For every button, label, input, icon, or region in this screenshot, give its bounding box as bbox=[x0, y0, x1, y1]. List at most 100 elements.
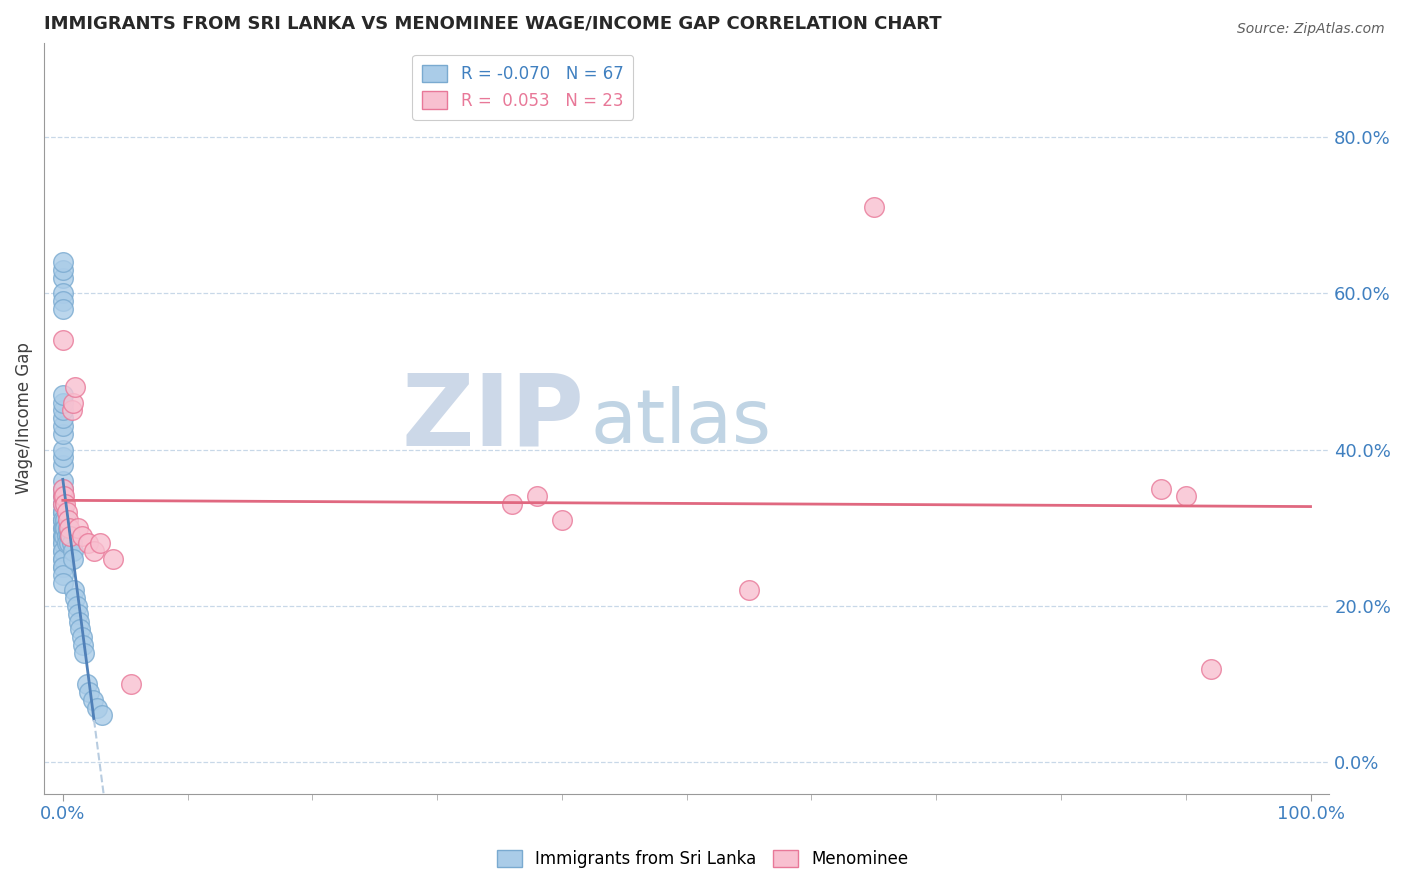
Point bbox=[55, 528, 77, 542]
Point bbox=[89, 536, 111, 550]
Point bbox=[53, 528, 76, 542]
Point bbox=[53, 513, 76, 527]
Point bbox=[63, 583, 86, 598]
Point bbox=[52, 388, 75, 402]
Point bbox=[62, 552, 84, 566]
Point bbox=[52, 497, 75, 511]
Point bbox=[62, 395, 84, 409]
Point bbox=[90, 708, 112, 723]
Point bbox=[52, 567, 75, 582]
Point bbox=[1199, 661, 1222, 675]
Point bbox=[58, 528, 80, 542]
Point bbox=[69, 623, 91, 637]
Point bbox=[52, 513, 75, 527]
Point bbox=[70, 630, 93, 644]
Point bbox=[52, 411, 75, 425]
Point bbox=[52, 255, 75, 269]
Legend: Immigrants from Sri Lanka, Menominee: Immigrants from Sri Lanka, Menominee bbox=[491, 843, 915, 875]
Point bbox=[56, 513, 79, 527]
Y-axis label: Wage/Income Gap: Wage/Income Gap bbox=[15, 343, 32, 494]
Point bbox=[52, 262, 75, 277]
Point bbox=[52, 528, 75, 542]
Point bbox=[65, 591, 87, 606]
Point bbox=[53, 497, 76, 511]
Point bbox=[52, 426, 75, 441]
Point bbox=[67, 615, 90, 629]
Point bbox=[65, 599, 87, 613]
Point bbox=[56, 521, 79, 535]
Point bbox=[52, 482, 75, 496]
Point bbox=[53, 521, 76, 535]
Point bbox=[52, 536, 75, 550]
Point bbox=[52, 513, 75, 527]
Point bbox=[526, 490, 548, 504]
Text: Source: ZipAtlas.com: Source: ZipAtlas.com bbox=[1237, 22, 1385, 37]
Point bbox=[551, 513, 574, 527]
Point bbox=[52, 293, 75, 308]
Point bbox=[76, 536, 98, 550]
Point bbox=[101, 552, 124, 566]
Point bbox=[77, 685, 100, 699]
Point bbox=[70, 528, 93, 542]
Point bbox=[52, 474, 75, 488]
Point bbox=[52, 490, 75, 504]
Point bbox=[52, 270, 75, 285]
Point bbox=[52, 528, 75, 542]
Point bbox=[52, 333, 75, 347]
Legend: R = -0.070   N = 67, R =  0.053   N = 23: R = -0.070 N = 67, R = 0.053 N = 23 bbox=[412, 55, 633, 120]
Point bbox=[52, 521, 75, 535]
Point bbox=[52, 395, 75, 409]
Point bbox=[55, 536, 77, 550]
Point bbox=[52, 450, 75, 465]
Point bbox=[52, 536, 75, 550]
Point bbox=[501, 497, 523, 511]
Point bbox=[1150, 482, 1173, 496]
Point bbox=[55, 505, 77, 519]
Point bbox=[52, 552, 75, 566]
Point bbox=[52, 442, 75, 457]
Point bbox=[60, 536, 83, 550]
Point bbox=[52, 560, 75, 574]
Point bbox=[72, 638, 94, 652]
Point bbox=[66, 521, 89, 535]
Point bbox=[53, 521, 76, 535]
Point bbox=[62, 544, 84, 558]
Point bbox=[120, 677, 142, 691]
Point bbox=[52, 497, 75, 511]
Text: IMMIGRANTS FROM SRI LANKA VS MENOMINEE WAGE/INCOME GAP CORRELATION CHART: IMMIGRANTS FROM SRI LANKA VS MENOMINEE W… bbox=[44, 15, 942, 33]
Point bbox=[52, 505, 75, 519]
Point bbox=[52, 544, 75, 558]
Point bbox=[52, 513, 75, 527]
Point bbox=[65, 380, 87, 394]
Point bbox=[58, 536, 80, 550]
Point bbox=[52, 419, 75, 434]
Point bbox=[58, 521, 80, 535]
Point bbox=[73, 646, 96, 660]
Point bbox=[52, 301, 75, 316]
Point bbox=[52, 505, 75, 519]
Text: ZIP: ZIP bbox=[401, 370, 583, 467]
Point bbox=[52, 403, 75, 417]
Point bbox=[59, 528, 82, 542]
Point bbox=[52, 552, 75, 566]
Point bbox=[52, 458, 75, 473]
Point bbox=[52, 560, 75, 574]
Point bbox=[76, 677, 98, 691]
Point bbox=[52, 286, 75, 301]
Point bbox=[86, 700, 108, 714]
Point bbox=[83, 544, 105, 558]
Point bbox=[52, 505, 75, 519]
Point bbox=[738, 583, 761, 598]
Point bbox=[863, 200, 886, 214]
Point bbox=[53, 490, 76, 504]
Point bbox=[1174, 490, 1197, 504]
Point bbox=[66, 607, 89, 621]
Point bbox=[52, 521, 75, 535]
Point bbox=[60, 403, 83, 417]
Point bbox=[59, 528, 82, 542]
Text: atlas: atlas bbox=[591, 385, 772, 458]
Point bbox=[82, 693, 104, 707]
Point bbox=[52, 575, 75, 590]
Point bbox=[52, 482, 75, 496]
Point bbox=[52, 497, 75, 511]
